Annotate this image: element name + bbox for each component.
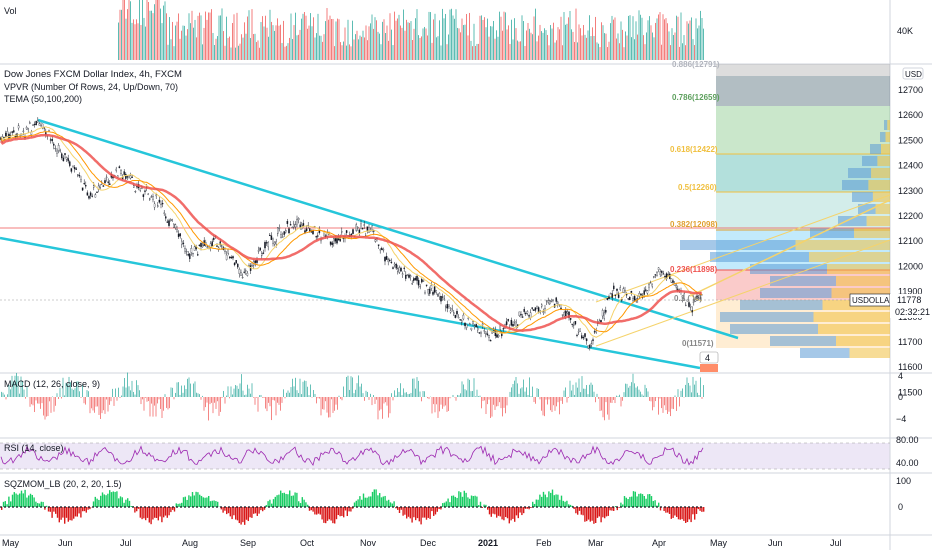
svg-text:4: 4 [705,353,710,363]
fib-label-01: 0.1 ( )6) [674,294,702,303]
fib-label-0: 0(11571) [682,339,714,348]
vpvr-indicator-label[interactable]: VPVR (Number Of Rows, 24, Up/Down, 70) [4,82,178,92]
macd-histogram [1,372,704,421]
sqz-title[interactable]: SQZMOM_LB (20, 2, 20, 1.5) [4,479,122,489]
svg-text:−4: −4 [896,414,906,424]
time-tick: Mar [588,538,604,548]
time-tick: May [2,538,20,548]
svg-text:USD: USD [905,70,922,79]
svg-text:0: 0 [898,502,903,512]
price-tick: 11600 [898,362,922,372]
vpvr-histogram [680,120,890,358]
rsi-axis: 80.00 40.00 [896,435,919,468]
time-tick: Sep [240,538,256,548]
sqz-axis: 100 0 [896,476,911,512]
price-tick: 11900 [898,287,922,297]
fib-label-0236: 0.236(11898) [670,265,717,274]
channel-lower-line[interactable] [0,236,701,370]
fib-labels: 0.886(12791) 0.786(12659) 0.618(12422) 0… [670,60,720,348]
price-tick: 12200 [898,211,923,221]
tema-line-slow [0,133,702,332]
time-tick: Jun [768,538,783,548]
time-tick: Jul [120,538,132,548]
time-axis[interactable]: May Jun Jul Aug Sep Oct Nov Dec 2021 Feb Mar Apr May… [2,538,842,548]
macd-title[interactable]: MACD (12, 26, close, 9) [4,379,100,389]
rsi-title[interactable]: RSI (14, close) [4,443,64,453]
fib-label-0618: 0.618(12422) [670,145,718,154]
rsi-line [0,444,704,467]
price-tick: 12100 [898,236,923,246]
time-tick: Apr [652,538,666,548]
rsi-band [0,443,890,469]
volume-bars [118,0,704,61]
fib-label-0382: 0.382(12098) [670,220,718,229]
price-tick: 12600 [898,110,923,120]
price-tick: 12300 [898,186,923,196]
time-tick: Dec [420,538,437,548]
price-tick: 12400 [898,161,923,171]
time-tick: Nov [360,538,377,548]
time-tick: Oct [300,538,315,548]
svg-text:02:32:21: 02:32:21 [895,307,930,317]
price-axis[interactable]: 12700 12600 12500 12400 12300 12200 12100 12000… [898,85,923,397]
price-candles[interactable] [0,117,703,351]
price-tick: 11500 [898,387,922,397]
fib-label-0886: 0.886(12791) [672,60,720,69]
price-tag-value: 11778 02:32:21 [890,294,932,318]
price-tick: 11700 [898,337,922,347]
svg-text:40.00: 40.00 [896,458,919,468]
time-tick: May [710,538,728,548]
price-tick: 12500 [898,135,923,145]
time-tick: Jun [58,538,73,548]
volume-axis-label: 40K [897,26,913,36]
time-tick: Aug [182,538,198,548]
svg-text:4: 4 [898,371,903,381]
price-tick: 12000 [898,261,923,271]
price-tag-symbol: USDOLLAR [849,293,895,307]
svg-text:11778: 11778 [897,295,921,305]
svg-text:100: 100 [896,476,911,486]
tema-indicator-label[interactable]: TEMA (50,100,200) [4,94,82,104]
price-title[interactable]: Dow Jones FXCM Dollar Index, 4h, FXCM [4,69,182,80]
time-tick: Jul [830,538,842,548]
channel-upper-line[interactable] [37,118,739,340]
svg-text:USDOLLAR: USDOLLAR [852,296,895,305]
fib-label-05: 0.5(12260) [678,183,717,192]
currency-button[interactable]: USD [902,67,924,80]
svg-text:0: 0 [898,392,903,402]
ascending-channel[interactable] [595,194,891,347]
time-tick: 2021 [478,538,498,548]
price-tick: 12700 [898,85,923,95]
fib-label-0786: 0.786(12659) [672,93,720,102]
squeeze-momentum-histogram [0,489,705,525]
svg-text:80.00: 80.00 [896,435,919,445]
event-badge[interactable]: 4 [699,351,719,372]
macd-axis: 4 0 −4 [896,371,906,424]
volume-title: Vol [4,6,17,16]
time-tick: Feb [536,538,552,548]
